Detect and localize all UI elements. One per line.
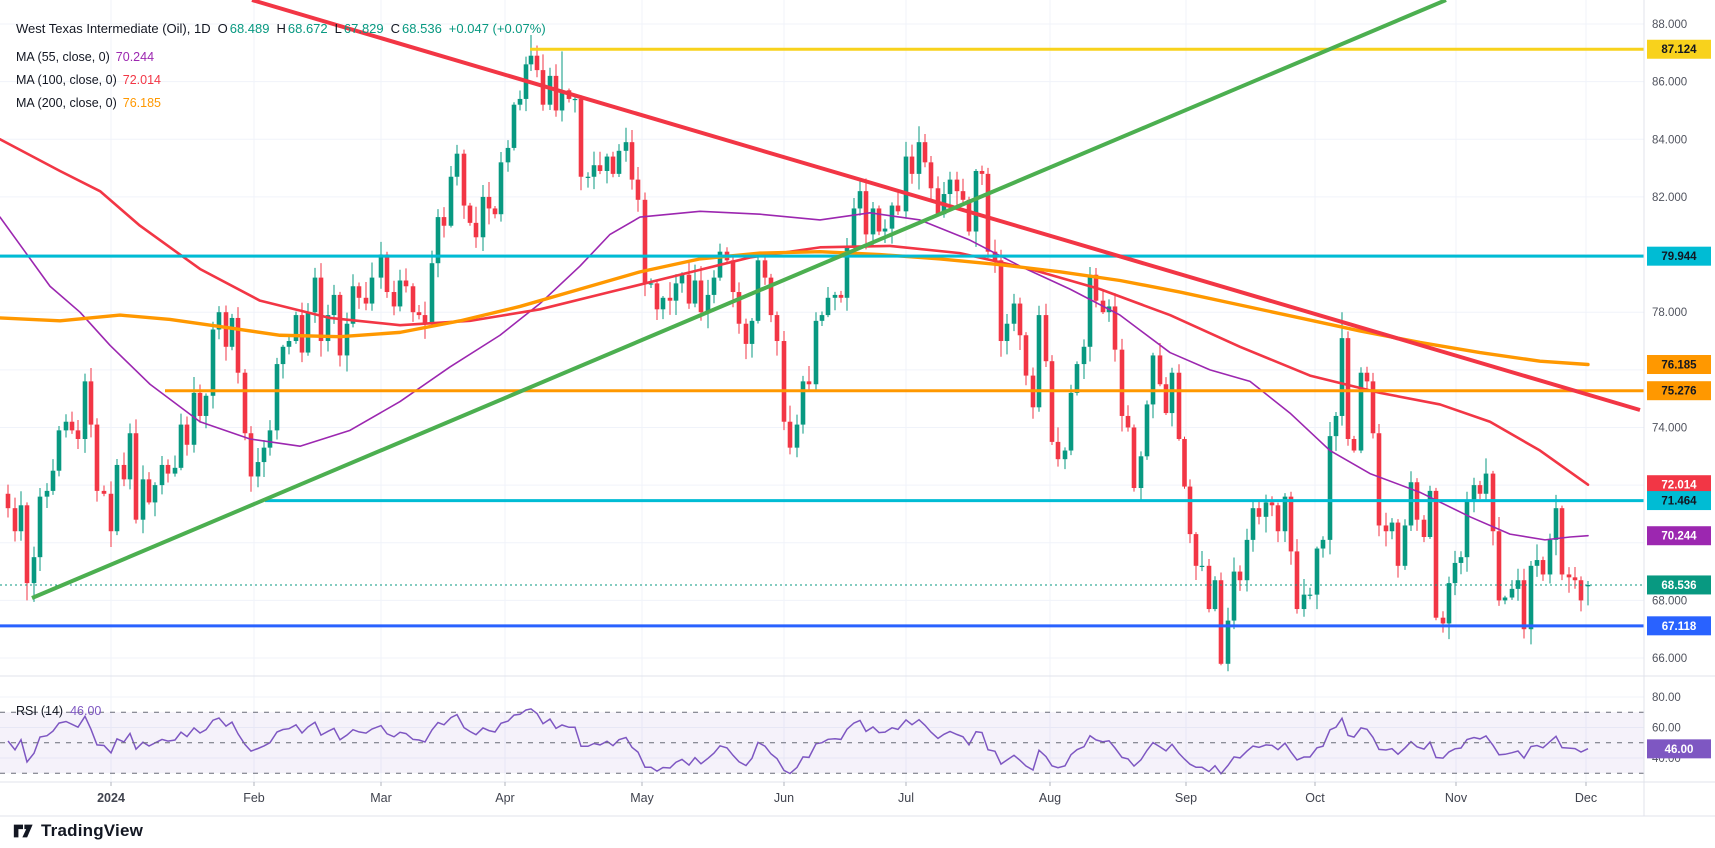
price-tick-label: 68.000 [1652,595,1687,607]
low-value: 67.829 [343,21,384,36]
ma200-value: 76.185 [122,96,161,110]
time-tick-label-Jul: Jul [898,791,914,805]
ma200-label: MA (200, close, 0) [16,96,117,110]
ma200-line [0,249,1590,367]
svg-text:67.118: 67.118 [1662,621,1697,633]
rsi-params: (14) [40,704,64,718]
open-label: O [217,21,228,36]
price-chip-79.944 [1647,246,1711,266]
ma55-legend[interactable]: MA (55, close, 0) 70.244 [16,50,154,64]
trendline-up [31,0,1447,600]
price-chip-67.118 [1647,616,1711,636]
price-tick-label: 78.000 [1652,307,1687,319]
time-tick-label-Dec: Dec [1575,791,1597,805]
candlesticks [5,34,1591,672]
rsi-value: 46.00 [70,704,102,718]
price-chip-76.185 [1647,355,1711,375]
time-tick-label-Apr: Apr [495,791,514,805]
open-value: 68.489 [229,21,270,36]
tradingview-brand-text: TradingView [41,821,144,840]
rsi-chip [1647,739,1711,759]
rsi-tick-label: 60.00 [1652,723,1681,735]
time-tick-label-Aug: Aug [1039,791,1061,805]
high-label: H [276,21,286,36]
price-axis[interactable] [1644,0,1715,816]
svg-text:68.536: 68.536 [1661,580,1696,592]
ma55-label: MA (55, close, 0) [16,50,110,64]
svg-text:76.185: 76.185 [1661,360,1697,372]
trendline-down [251,0,1641,412]
svg-text:75.276: 75.276 [1661,386,1696,398]
price-tick-label: 82.000 [1652,192,1687,204]
close-value: 68.536 [402,21,442,36]
ma100-label: MA (100, close, 0) [16,73,117,87]
price-tick-label: 74.000 [1652,422,1687,434]
price-tick-label: 84.000 [1652,134,1687,146]
rsi-legend[interactable]: RSI (14) 46.00 [16,704,101,718]
time-tick-label-Jun: Jun [774,791,794,805]
time-tick-label-Feb: Feb [243,791,265,805]
low-label: L [334,21,342,36]
tradingview-logo-icon [13,824,33,838]
price-chip-72.014 [1647,475,1711,495]
change-value: +0.047 (+0.07%) [448,21,546,36]
ma100-value: 72.014 [122,73,161,87]
price-tick-label: 66.000 [1652,653,1687,665]
svg-text:70.244: 70.244 [1661,531,1697,543]
symbol-legend[interactable]: West Texas Intermediate (Oil), 1D O 68.489… [16,20,546,38]
tradingview-attribution[interactable]: TradingView [12,820,143,842]
price-chip-68.536 [1647,575,1711,595]
price-chip-87.124 [1647,39,1711,59]
high-value: 68.672 [287,21,328,36]
svg-text:46.00: 46.00 [1665,744,1694,756]
price-tick-label: 88.000 [1652,19,1687,31]
time-axis[interactable] [0,782,1644,816]
svg-text:79.944: 79.944 [1661,251,1697,263]
ma200-legend[interactable]: MA (200, close, 0) 76.185 [16,96,161,110]
rsi-tick-label: 80.00 [1652,692,1681,704]
rsi-line [7,708,1589,775]
ma100-legend[interactable]: MA (100, close, 0) 72.014 [16,73,161,87]
price-chip-71.464 [1647,491,1711,511]
time-tick-label-Mar: Mar [370,791,392,805]
close-label: C [390,21,401,36]
ma55-line [0,210,1589,541]
price-chip-75.276 [1647,381,1711,401]
svg-text:71.464: 71.464 [1661,496,1697,508]
svg-text:87.124: 87.124 [1661,44,1697,56]
price-tick-label: 86.000 [1652,77,1687,89]
time-tick-label-Nov: Nov [1445,791,1468,805]
svg-text:72.014: 72.014 [1661,480,1697,492]
time-tick-label-May: May [630,791,654,805]
price-chip-70.244 [1647,526,1711,546]
time-tick-label-2024: 2024 [97,791,125,805]
rsi-label: RSI [16,704,37,718]
ma55-value: 70.244 [115,50,155,64]
symbol-title: West Texas Intermediate (Oil), 1D [16,21,211,36]
time-tick-label-Sep: Sep [1175,791,1197,805]
time-tick-label-Oct: Oct [1305,791,1325,805]
